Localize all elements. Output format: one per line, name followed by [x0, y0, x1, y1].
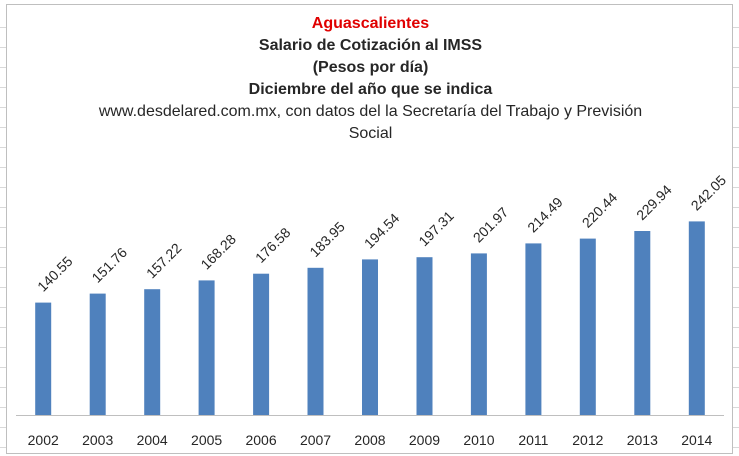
chart-title: Aguascalientes — [311, 15, 430, 32]
data-label-2012: 220.44 — [579, 189, 621, 231]
bar-2002[interactable] — [35, 302, 52, 415]
chart-titles: Aguascalientes Salario de Cotización al … — [7, 13, 734, 145]
data-label-2009: 197.31 — [415, 208, 457, 250]
x-tick-label-2003: 2003 — [82, 432, 113, 448]
bar-2003[interactable] — [89, 293, 106, 415]
bar-2007[interactable] — [307, 267, 324, 415]
x-tick-label-2007: 2007 — [300, 432, 331, 448]
chart-subtitle-1: Salario de Cotización al IMSS — [258, 37, 483, 54]
chart-subtitle-3: Diciembre del año que se indica — [248, 81, 493, 98]
chart-source: www.desdelared.com.mx, con datos del la … — [7, 101, 734, 145]
x-tick-label-2010: 2010 — [463, 432, 494, 448]
bar-2013[interactable] — [634, 231, 651, 415]
chart-area[interactable]: Aguascalientes Salario de Cotización al … — [6, 4, 733, 454]
x-tick-label-2013: 2013 — [627, 432, 658, 448]
data-label-2013: 229.94 — [633, 181, 675, 223]
bar-2011[interactable] — [525, 243, 542, 415]
chart-subtitle-2: (Pesos por día) — [312, 59, 429, 76]
x-tick-label-2008: 2008 — [354, 432, 385, 448]
data-label-2008: 194.54 — [361, 210, 403, 252]
data-label-2014: 242.05 — [688, 172, 730, 214]
x-tick-label-2014: 2014 — [681, 432, 712, 448]
x-tick-label-2012: 2012 — [572, 432, 603, 448]
data-label-2011: 214.49 — [524, 194, 566, 236]
data-label-2002: 140.55 — [34, 253, 76, 295]
x-tick-label-2005: 2005 — [191, 432, 222, 448]
x-tick-label-2011: 2011 — [518, 432, 548, 448]
chart-source-line-1: www.desdelared.com.mx, con datos del la … — [98, 103, 643, 120]
x-tick-label-2004: 2004 — [137, 432, 168, 448]
bar-2014[interactable] — [688, 221, 705, 415]
bar-2005[interactable] — [198, 280, 215, 415]
data-label-2003: 151.76 — [88, 244, 130, 286]
bar-2006[interactable] — [253, 273, 270, 415]
data-label-2010: 201.97 — [470, 204, 512, 246]
data-label-2007: 183.95 — [306, 218, 348, 260]
bar-2009[interactable] — [416, 257, 433, 415]
chart-source-line-2: Social — [348, 125, 393, 142]
data-label-2005: 168.28 — [197, 231, 239, 273]
data-label-2006: 176.58 — [252, 224, 294, 266]
plot-area: 140.55 2002 151.76 2003 157.22 2004 168.28 2005… — [16, 172, 730, 448]
data-label-2004: 157.22 — [143, 240, 185, 282]
x-tick-label-2006: 2006 — [245, 432, 276, 448]
x-tick-label-2002: 2002 — [28, 432, 59, 448]
x-tick-label-2009: 2009 — [409, 432, 440, 448]
bar-2004[interactable] — [144, 289, 161, 415]
bar-2008[interactable] — [362, 259, 378, 415]
bar-2010[interactable] — [470, 253, 487, 415]
bar-2012[interactable] — [579, 238, 596, 415]
